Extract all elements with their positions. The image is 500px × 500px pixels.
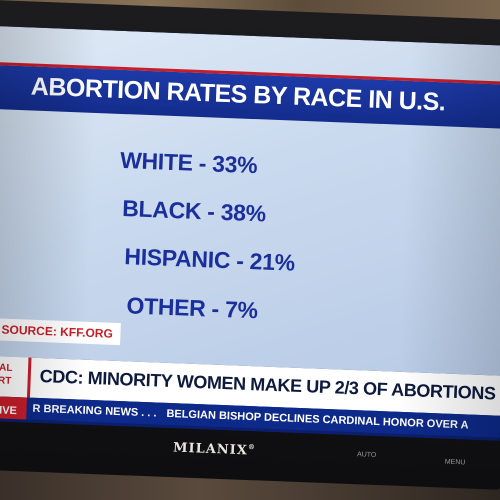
stat-other: OTHER - 7% [126, 292, 259, 324]
show-tag-line1: ONAL [0, 361, 13, 374]
tv-brand-logo: MILANIX® [172, 439, 257, 459]
show-tag: ONAL PORT [0, 355, 32, 398]
source-text: SOURCE: KFF.ORG [1, 322, 114, 341]
tv-brand-mark: ® [247, 442, 257, 452]
tv-brand-name: MILANIX [172, 440, 249, 459]
tv-auto-button[interactable]: AUTO [356, 451, 377, 459]
live-label: LIVE [0, 404, 18, 418]
show-tag-line2: PORT [0, 374, 12, 387]
breaking-news-label: R BREAKING NEWS . . . [32, 402, 157, 420]
tv-menu-button[interactable]: MENU [444, 458, 466, 467]
graphic-title: ABORTION RATES BY RACE IN U.S. [30, 72, 446, 117]
source-label: SOURCE: KFF.ORG [0, 317, 122, 346]
live-tag: T LIVE [0, 395, 27, 420]
stat-black: BLACK - 38% [121, 195, 267, 227]
tv-screen: ABORTION RATES BY RACE IN U.S. WHITE - 3… [0, 26, 500, 441]
stat-white: WHITE - 33% [119, 146, 258, 179]
